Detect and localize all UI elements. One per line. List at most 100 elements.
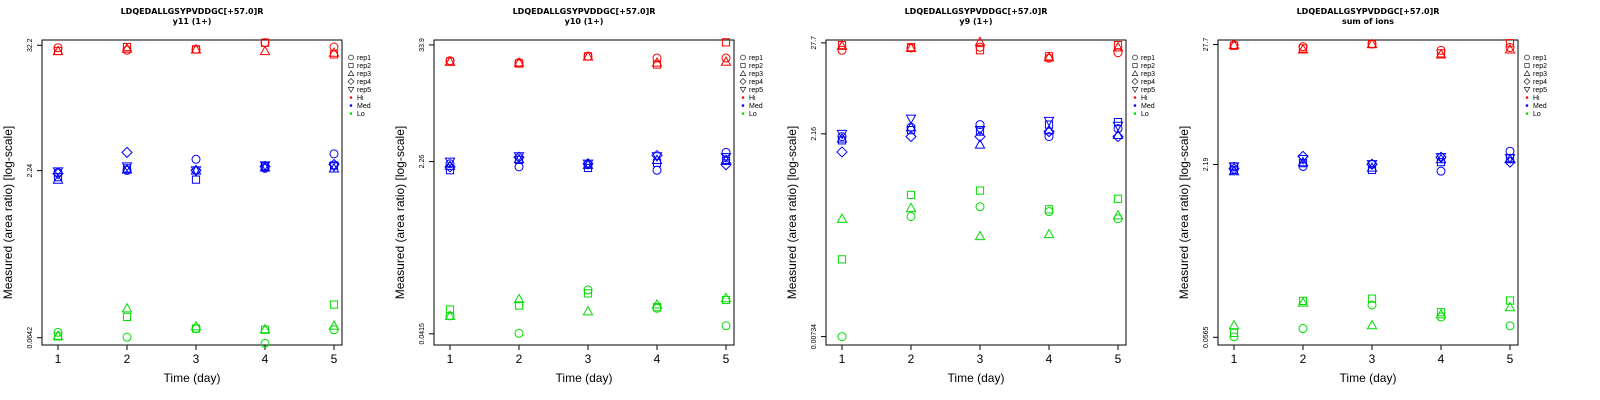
y-tick-label: 2.19 xyxy=(1203,158,1210,172)
data-point-lo-rep3 xyxy=(1297,296,1309,307)
x-tick-label: 2 xyxy=(1300,352,1307,366)
legend-marker-rep5 xyxy=(1131,87,1139,93)
data-point-lo-rep3 xyxy=(1228,319,1240,330)
data-point-lo-rep2 xyxy=(975,186,985,195)
y-tick-label: 33.9 xyxy=(419,38,426,52)
data-point-lo-rep2 xyxy=(1113,194,1123,203)
legend-marker-rep2 xyxy=(740,63,746,68)
data-point-med-rep3 xyxy=(1297,156,1309,167)
x-tick-label: 3 xyxy=(977,352,984,366)
data-point-lo-rep3 xyxy=(1366,319,1378,330)
data-point-hi-rep3 xyxy=(974,36,986,46)
data-point-lo-rep1 xyxy=(1367,300,1377,310)
data-point-med-rep3 xyxy=(444,160,456,170)
data-point-lo-rep1 xyxy=(906,211,916,221)
chart-subtitle: y10 (1+) xyxy=(565,17,604,26)
chart-subtitle: y11 (1+) xyxy=(173,17,212,26)
plot-frame xyxy=(41,39,343,346)
data-point-med-rep4 xyxy=(1504,156,1516,168)
data-point-med-rep5 xyxy=(836,129,848,140)
x-tick-label: 2 xyxy=(124,352,131,366)
data-point-lo-rep3 xyxy=(513,293,525,304)
data-point-hi-rep3 xyxy=(582,50,594,61)
data-point-med-rep5 xyxy=(190,166,202,177)
data-point-lo-rep3 xyxy=(974,230,986,241)
legend-label-rep5: rep5 xyxy=(357,87,371,94)
x-axis-label: Time (day) xyxy=(164,371,221,385)
x-tick-label: 2 xyxy=(908,352,915,366)
data-point-med-rep4 xyxy=(974,130,986,143)
y-tick-label: 27.7 xyxy=(1203,38,1210,52)
data-point-lo-rep3 xyxy=(1112,209,1124,220)
x-tick-label: 1 xyxy=(55,352,62,366)
x-axis-label: Time (day) xyxy=(948,371,1005,385)
data-point-med-rep1 xyxy=(721,147,731,157)
data-point-hi-rep3 xyxy=(905,42,917,53)
data-point-lo-rep3 xyxy=(582,305,594,316)
y-tick-label: 0.0565 xyxy=(1203,326,1210,348)
data-point-med-rep2 xyxy=(53,173,63,182)
y-tick-label: 2.16 xyxy=(811,127,818,141)
data-point-med-rep5 xyxy=(1112,121,1124,132)
data-point-hi-rep2 xyxy=(975,46,985,55)
data-point-hi-rep3 xyxy=(328,47,340,57)
y-axis-label: Measured (area ratio) [log-scale] xyxy=(1,126,15,299)
legend-marker-lo xyxy=(1133,112,1137,115)
legend-marker-lo xyxy=(349,112,353,115)
data-point-lo-rep1 xyxy=(837,332,847,342)
data-point-lo-rep3 xyxy=(836,213,848,223)
y-tick-label: 32.2 xyxy=(27,38,34,52)
data-point-hi-rep3 xyxy=(1112,41,1124,52)
x-axis-label: Time (day) xyxy=(556,371,613,385)
data-point-hi-rep1 xyxy=(721,53,731,63)
legend-label-hi: Hi xyxy=(1141,95,1148,102)
data-point-med-rep5 xyxy=(1366,160,1378,170)
legend-label-hi: Hi xyxy=(749,95,756,102)
legend-marker-hi xyxy=(741,96,745,99)
data-point-lo-rep1 xyxy=(122,332,132,342)
x-tick-label: 4 xyxy=(1438,352,1445,366)
legend-marker-rep3 xyxy=(347,70,355,76)
legend-label-rep3: rep3 xyxy=(1533,71,1547,78)
data-point-med-rep2 xyxy=(191,175,201,184)
chart-subtitle: sum of ions xyxy=(1342,17,1394,26)
y-axis-label: Measured (area ratio) [log-scale] xyxy=(785,126,799,299)
y-tick-label: 27.7 xyxy=(811,36,818,50)
legend-label-med: Med xyxy=(357,103,371,110)
data-point-lo-rep2 xyxy=(583,289,593,298)
data-point-med-rep1 xyxy=(975,120,985,130)
data-point-med-rep5 xyxy=(513,152,525,163)
data-point-lo-rep2 xyxy=(329,300,339,309)
data-point-lo-rep1 xyxy=(975,202,985,212)
data-point-med-rep4 xyxy=(1297,150,1309,163)
data-point-lo-rep1 xyxy=(260,338,270,348)
legend-label-rep3: rep3 xyxy=(749,71,763,78)
data-point-hi-rep3 xyxy=(52,45,64,56)
data-point-med-rep4 xyxy=(1112,130,1124,143)
data-point-med-rep5 xyxy=(905,114,917,125)
y-tick-label: 0.00734 xyxy=(811,324,818,349)
data-point-med-rep5 xyxy=(1297,155,1309,165)
legend-marker-hi xyxy=(1525,96,1529,99)
data-point-lo-rep3 xyxy=(328,320,340,330)
data-point-med-rep3 xyxy=(974,138,986,149)
y-tick-label: 2.24 xyxy=(27,164,34,178)
data-point-lo-rep3 xyxy=(720,292,732,303)
legend-label-lo: Lo xyxy=(357,111,365,118)
legend-marker-rep1 xyxy=(740,54,746,61)
data-point-lo-rep1 xyxy=(1298,324,1308,334)
x-tick-label: 3 xyxy=(193,352,200,366)
legend-label-rep3: rep3 xyxy=(1141,71,1155,78)
data-point-med-rep4 xyxy=(720,159,732,171)
legend-marker-rep4 xyxy=(739,78,747,85)
data-point-med-rep1 xyxy=(1113,124,1123,134)
y-tick-label: 0.0642 xyxy=(27,327,34,349)
legend-label-hi: Hi xyxy=(357,95,364,102)
legend-marker-rep4 xyxy=(1131,78,1139,85)
data-point-med-rep5 xyxy=(1504,154,1516,164)
data-point-lo-rep3 xyxy=(52,330,64,340)
